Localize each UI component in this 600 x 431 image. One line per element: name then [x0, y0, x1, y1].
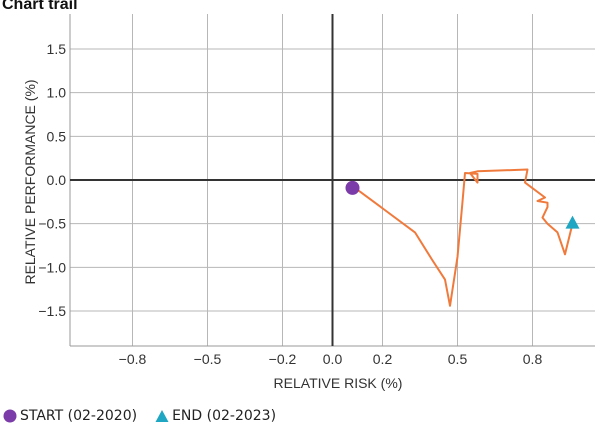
y-tick-label: −1.0	[38, 259, 66, 275]
y-axis-label: RELATIVE PERFORMANCE (%)	[22, 79, 38, 284]
legend: START (02-2020) END (02-2023)	[3, 404, 294, 428]
start-marker-icon	[3, 409, 17, 423]
y-tick-label: 1.5	[47, 41, 67, 57]
x-tick-label: 0.2	[373, 351, 393, 367]
y-tick-label: 0.0	[47, 172, 67, 188]
x-tick-label: 0.5	[448, 351, 468, 367]
legend-item-start: START (02-2020)	[3, 408, 137, 424]
chart-title: Chart trail	[2, 0, 78, 13]
x-tick-label: 0.0	[323, 351, 343, 367]
legend-label-start: START (02-2020)	[20, 408, 138, 424]
start-point-marker	[345, 180, 360, 195]
y-tick-label: 0.5	[47, 128, 67, 144]
x-tick-label: 0.8	[523, 351, 543, 367]
x-axis-label: RELATIVE RISK (%)	[274, 375, 403, 391]
trail-line	[354, 168, 574, 307]
chart-plot: −0.8 −0.5 −0.2 0.0 0.2 0.5 0.8 −1.5 −1.0 −0.5 0.0 0…	[22, 14, 595, 391]
y-tick-label: 1.0	[47, 85, 67, 101]
legend-item-end: END (02-2023)	[155, 408, 276, 424]
x-tick-label: −0.8	[119, 351, 147, 367]
x-tick-label: −0.5	[194, 351, 222, 367]
end-point-marker	[565, 215, 580, 229]
y-tick-label: −1.5	[38, 303, 66, 319]
y-tick-label: −0.5	[38, 216, 66, 232]
x-tick-label: −0.2	[269, 351, 297, 367]
end-marker-icon	[155, 410, 169, 422]
legend-label-end: END (02-2023)	[172, 408, 277, 424]
